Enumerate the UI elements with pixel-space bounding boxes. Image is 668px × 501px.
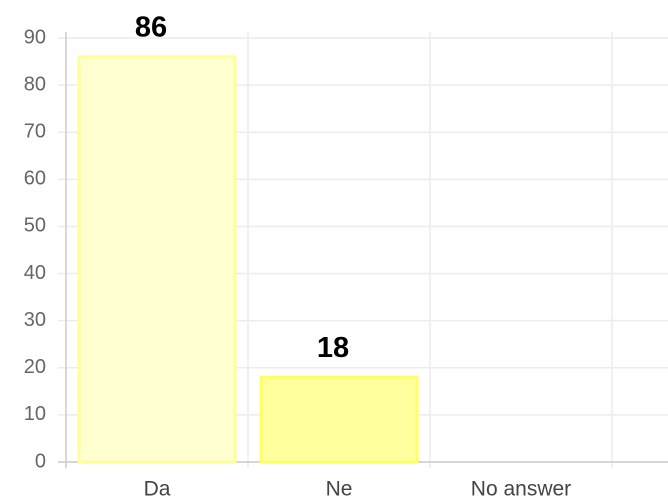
y-tick-label: 10 bbox=[24, 403, 46, 425]
x-tick-label: Ne bbox=[326, 478, 353, 501]
y-tick-label: 20 bbox=[24, 356, 46, 378]
y-tick-label: 90 bbox=[24, 26, 46, 48]
data-label: 86 bbox=[135, 12, 167, 44]
y-tick-label: 30 bbox=[24, 309, 46, 331]
y-tick-label: 70 bbox=[24, 121, 46, 143]
x-tick-label: No answer bbox=[471, 478, 571, 501]
data-label: 18 bbox=[317, 332, 349, 364]
y-tick-label: 50 bbox=[24, 215, 46, 237]
y-tick-label: 40 bbox=[24, 262, 46, 284]
x-tick-label: Da bbox=[144, 478, 171, 501]
bar bbox=[259, 375, 419, 464]
y-tick-label: 80 bbox=[24, 73, 46, 95]
bar bbox=[77, 55, 237, 464]
y-tick-label: 0 bbox=[35, 450, 46, 472]
y-tick-label: 60 bbox=[24, 168, 46, 190]
